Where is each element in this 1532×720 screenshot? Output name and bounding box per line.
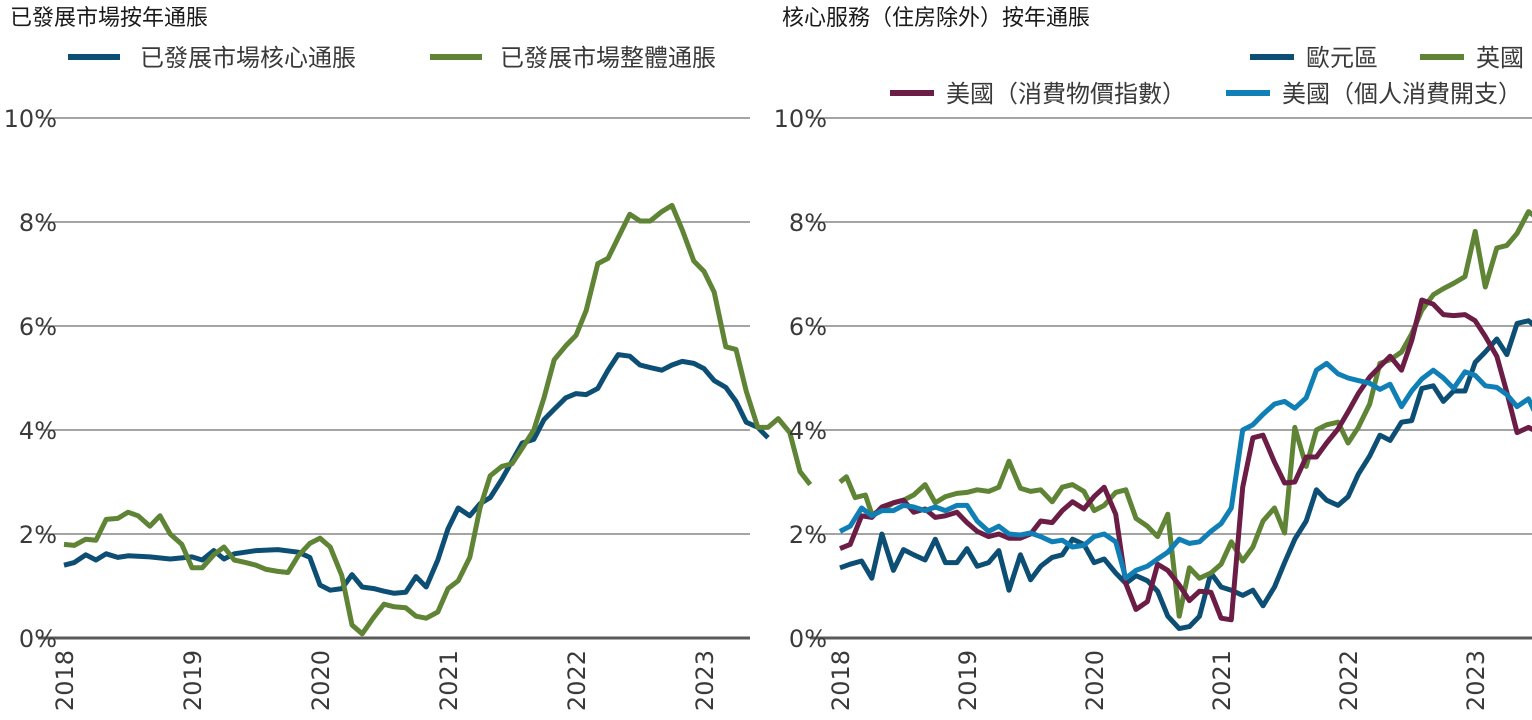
legend-label-us-pce: 美國（個人消費開支） (1282, 80, 1522, 108)
y-tick-label: 6% (19, 313, 57, 341)
legend-label-dm-core: 已發展市場核心通脹 (140, 44, 356, 72)
x-tick-label: 2018 (51, 650, 79, 711)
y-tick-label: 0% (789, 625, 827, 653)
x-tick-label: 2019 (954, 650, 982, 711)
x-tick-label: 2020 (1081, 650, 1109, 711)
series-line (838, 360, 1532, 581)
left-chart: 已發展市場按年通脹 已發展市場核心通脹 已發展市場整體通脹 0% 2% 4% 6% 8%… (4, 6, 813, 711)
series-line (839, 297, 1532, 623)
x-tick-label: 2021 (435, 650, 463, 711)
y-tick-label: 4% (789, 417, 827, 445)
y-tick-label: 10% (4, 105, 57, 133)
x-tick-label: 2023 (1462, 650, 1490, 711)
x-tick-label: 2018 (827, 650, 855, 711)
right-x-tick-labels: 2018 2019 2020 2021 2022 2023 (827, 650, 1490, 711)
right-y-tick-labels: 0% 2% 4% 6% 8% 10% (774, 105, 827, 653)
series-line (63, 202, 813, 637)
y-tick-label: 8% (19, 209, 57, 237)
x-tick-label: 2021 (1208, 650, 1236, 711)
right-series-lines (838, 209, 1532, 632)
y-tick-label: 6% (789, 313, 827, 341)
left-y-tick-labels: 0% 2% 4% 6% 8% 10% (4, 105, 57, 653)
legend-label-dm-headline: 已發展市場整體通脹 (500, 44, 716, 72)
y-tick-label: 10% (774, 105, 827, 133)
y-tick-label: 8% (789, 209, 827, 237)
y-tick-label: 2% (789, 521, 827, 549)
series-line (63, 352, 770, 596)
right-legend: 歐元區 英國 美國（消費物價指數） 美國（個人消費開支） (890, 44, 1524, 108)
left-x-tick-labels: 2018 2019 2020 2021 2022 2023 (51, 650, 719, 711)
left-chart-title: 已發展市場按年通脹 (10, 6, 208, 31)
right-chart-title: 核心服務（住房除外）按年通脹 (782, 6, 1090, 31)
x-tick-label: 2023 (691, 650, 719, 711)
right-chart: 核心服務（住房除外）按年通脹 歐元區 英國 美國（消費物價指數） 美國（個人消費… (774, 6, 1532, 711)
y-tick-label: 0% (19, 625, 57, 653)
legend-label-uk: 英國 (1476, 44, 1524, 72)
legend-label-us-cpi: 美國（消費物價指數） (946, 80, 1186, 108)
x-tick-label: 2022 (1335, 650, 1363, 711)
y-tick-label: 2% (19, 521, 57, 549)
left-series-lines (63, 202, 813, 637)
left-legend: 已發展市場核心通脹 已發展市場整體通脹 (68, 44, 716, 72)
left-gridlines (38, 117, 750, 640)
x-tick-label: 2022 (563, 650, 591, 711)
series-line (839, 318, 1532, 632)
series-line (838, 209, 1532, 619)
x-tick-label: 2019 (179, 650, 207, 711)
x-tick-label: 2020 (307, 650, 335, 711)
y-tick-label: 4% (19, 417, 57, 445)
legend-label-eurozone: 歐元區 (1306, 44, 1378, 72)
